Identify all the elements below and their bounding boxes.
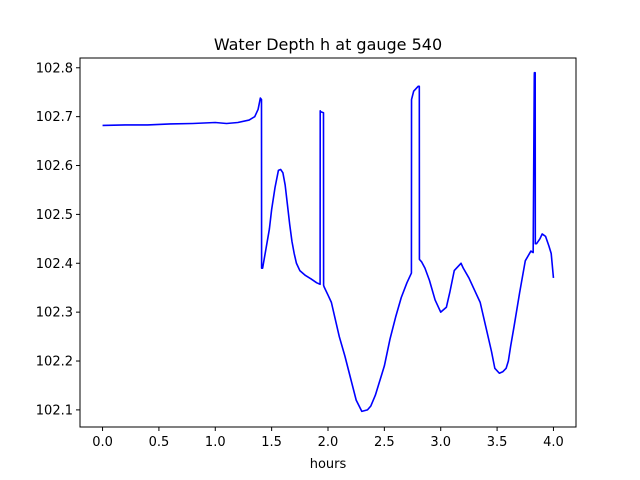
x-tick-label: 0.0 <box>92 435 113 450</box>
y-tick-label: 102.1 <box>36 403 73 418</box>
y-tick-label: 102.2 <box>36 355 73 370</box>
x-tick-label: 2.0 <box>318 435 339 450</box>
x-tick-label: 3.0 <box>430 435 451 450</box>
y-tick-label: 102.5 <box>36 208 73 223</box>
x-axis-label: hours <box>310 457 347 472</box>
x-axis: 0.0 0.5 1.0 1.5 2.0 2.5 3.0 3.5 4.0 <box>92 427 564 450</box>
series-line <box>102 71 555 413</box>
x-tick-label: 1.0 <box>205 435 226 450</box>
x-tick-label: 2.5 <box>374 435 395 450</box>
y-tick-label: 102.7 <box>36 110 73 125</box>
chart-title: Water Depth h at gauge 540 <box>214 35 442 54</box>
y-tick-label: 102.4 <box>36 257 73 272</box>
y-axis: 102.1 102.2 102.3 102.4 102.5 102.6 102.7 102.8 <box>36 61 80 418</box>
y-tick-label: 102.6 <box>36 159 73 174</box>
y-tick-label: 102.8 <box>36 61 73 76</box>
plot-area <box>102 71 555 413</box>
x-tick-label: 4.0 <box>543 435 564 450</box>
x-tick-label: 1.5 <box>261 435 282 450</box>
y-tick-label: 102.3 <box>36 306 73 321</box>
x-tick-label: 0.5 <box>149 435 170 450</box>
x-tick-label: 3.5 <box>487 435 508 450</box>
